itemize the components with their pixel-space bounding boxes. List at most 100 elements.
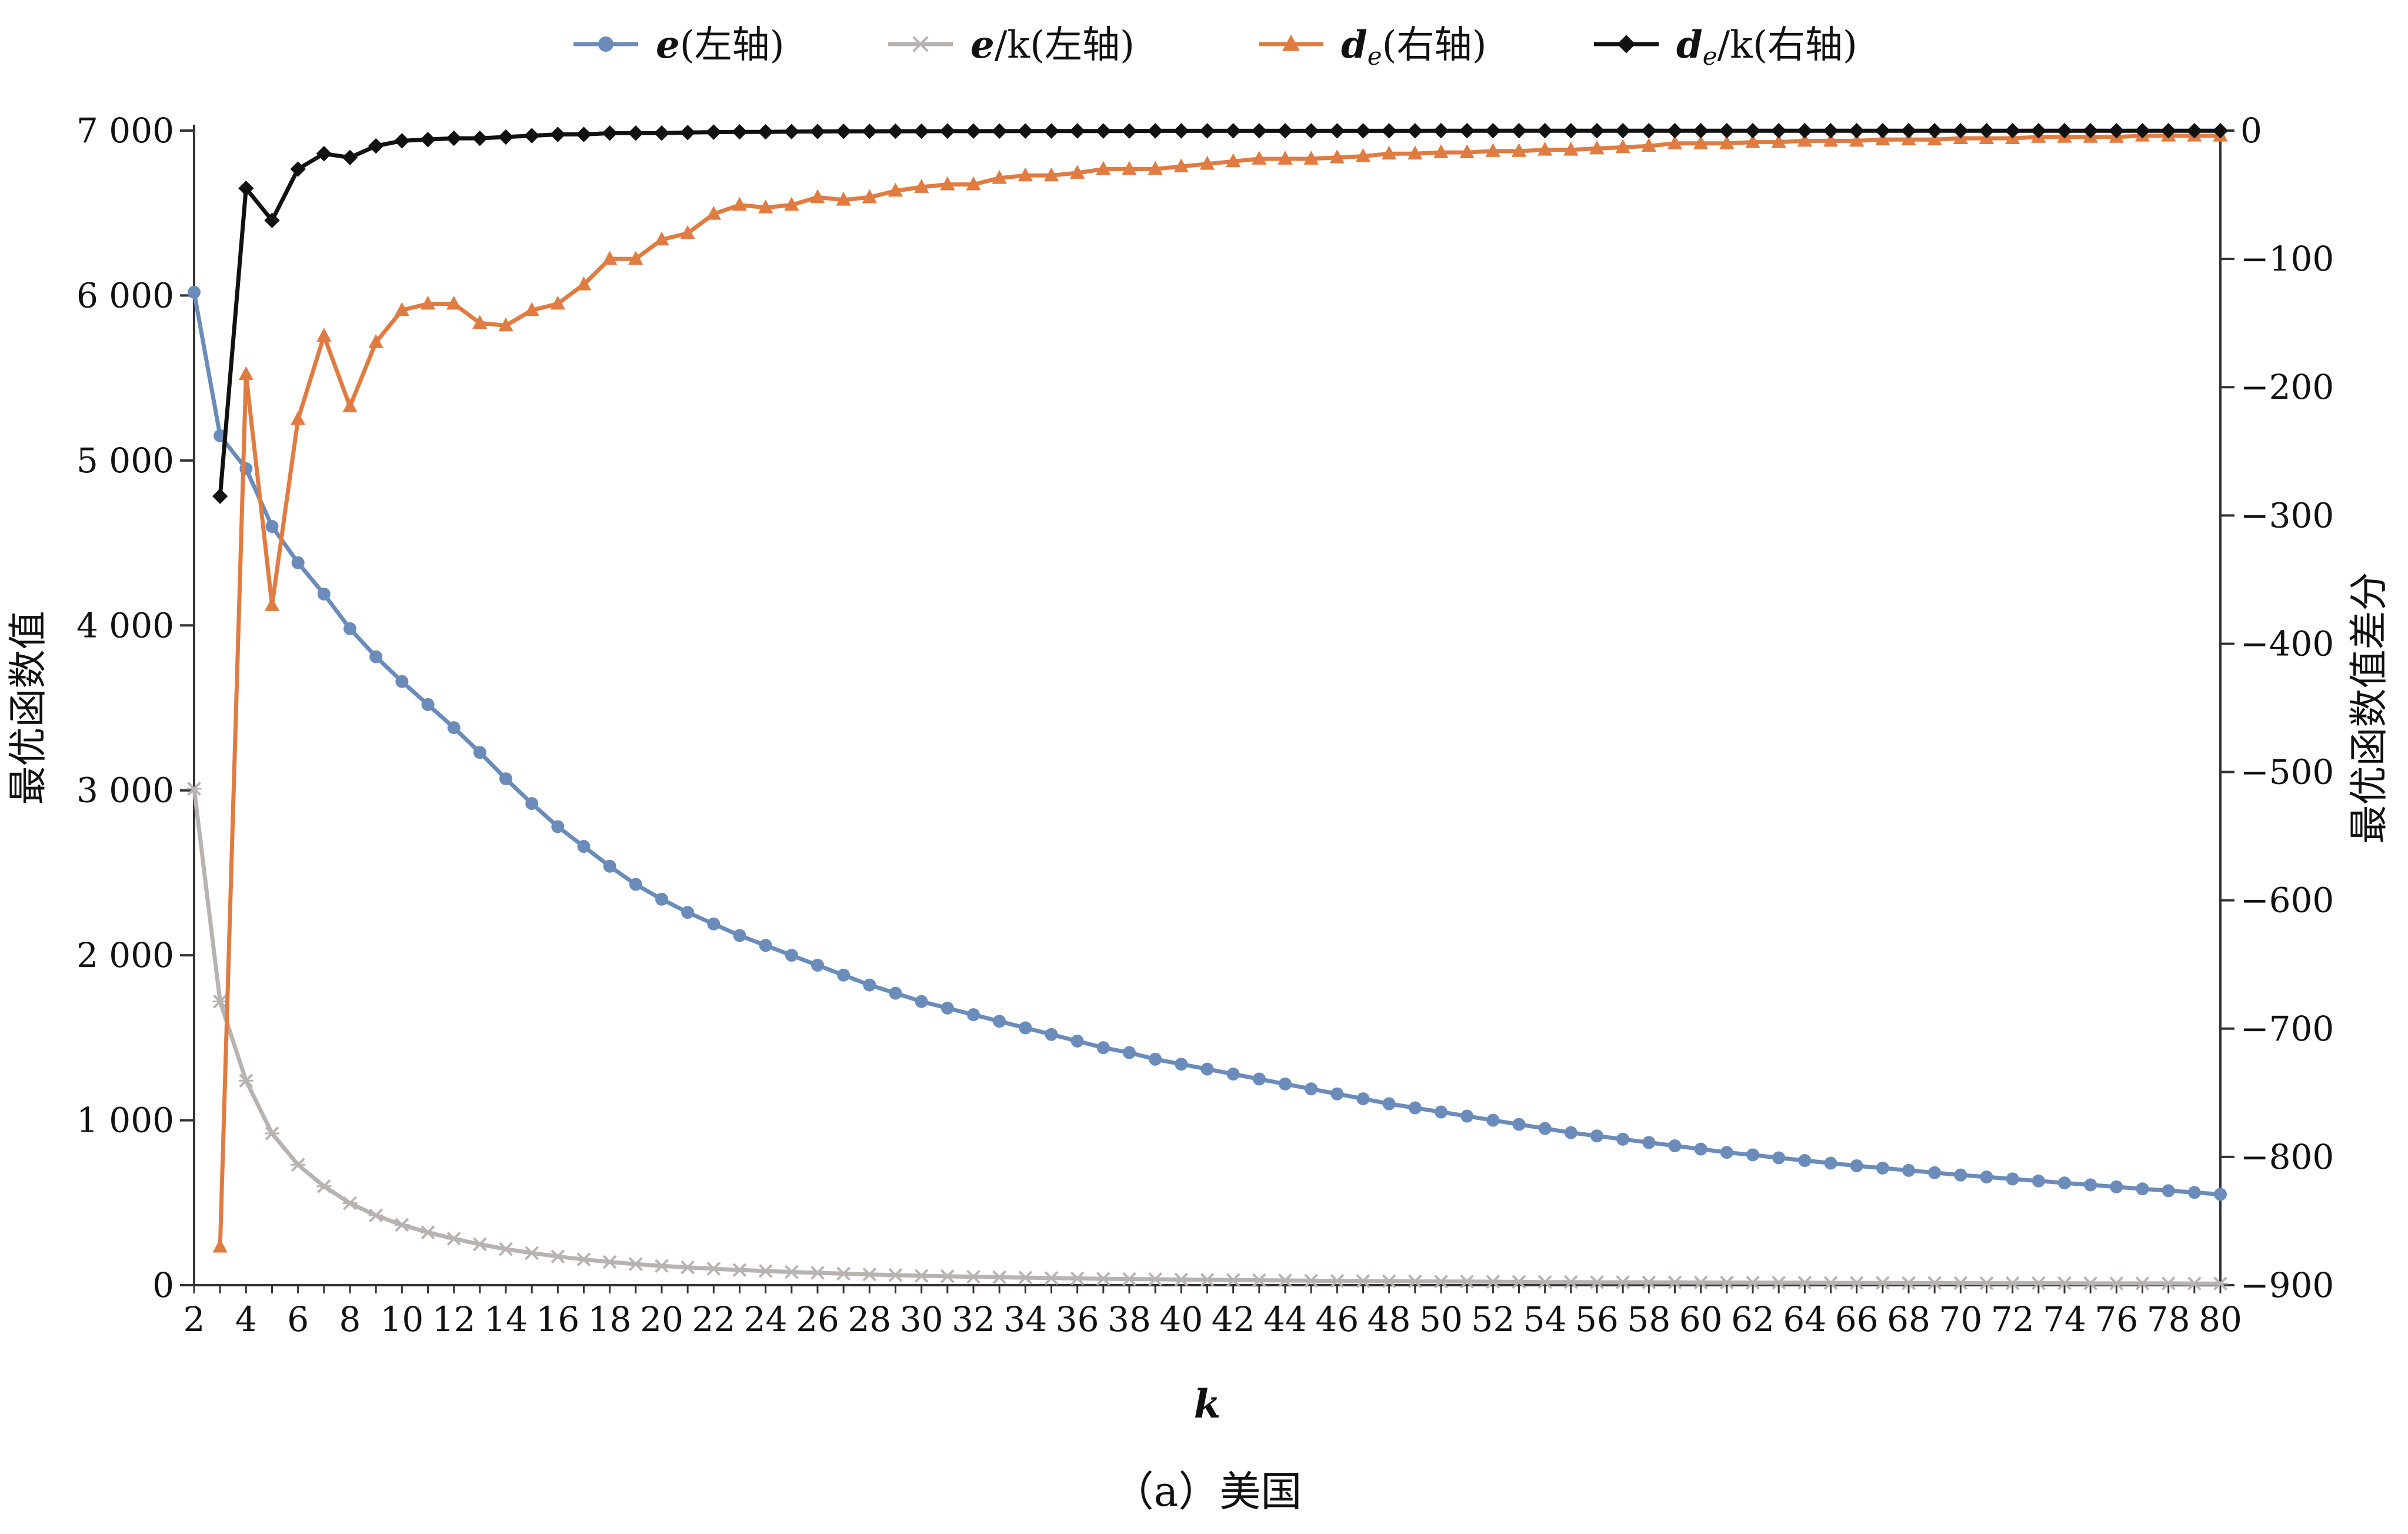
data-point xyxy=(1953,123,1969,139)
data-point xyxy=(967,1008,980,1022)
data-point xyxy=(1226,153,1241,168)
data-point xyxy=(368,1208,383,1223)
data-point xyxy=(2057,1276,2072,1290)
series-line xyxy=(218,128,2220,496)
data-point xyxy=(680,225,695,239)
data-point xyxy=(1485,143,1500,157)
data-point xyxy=(1979,123,1995,139)
series-3 xyxy=(212,123,2229,504)
data-point xyxy=(940,1001,954,1015)
data-point xyxy=(1121,123,1138,139)
data-point xyxy=(1096,161,1111,175)
data-point xyxy=(446,130,462,146)
data-point xyxy=(1433,1274,1449,1289)
data-point xyxy=(913,123,929,139)
data-point xyxy=(368,334,383,348)
x-tick-label: 66 xyxy=(1835,1299,1879,1339)
data-point xyxy=(1797,132,1812,147)
x-tick-label: 40 xyxy=(1159,1299,1203,1339)
data-point xyxy=(1459,144,1475,158)
data-point xyxy=(550,1249,565,1264)
x-tick-label: 18 xyxy=(588,1299,632,1339)
data-point xyxy=(939,123,956,139)
data-point xyxy=(1070,1034,1084,1048)
x-tick-label: 70 xyxy=(1939,1299,1982,1339)
data-point xyxy=(993,1015,1006,1028)
data-point xyxy=(264,1126,280,1141)
x-tick-label: 4 xyxy=(235,1299,257,1339)
data-point xyxy=(524,1246,539,1260)
data-point xyxy=(499,772,512,786)
data-point xyxy=(1045,1028,1058,1041)
data-point xyxy=(1408,1101,1422,1115)
data-point xyxy=(888,182,903,197)
y-right-tick-label: −700 xyxy=(2240,1009,2334,1049)
data-point xyxy=(1148,1272,1163,1286)
data-point xyxy=(863,978,876,992)
x-tick-label: 44 xyxy=(1263,1299,1307,1339)
data-point xyxy=(1849,132,1865,147)
data-point xyxy=(2032,1174,2045,1188)
data-point xyxy=(1486,1113,1500,1127)
data-point xyxy=(914,1269,929,1283)
data-point xyxy=(991,123,1008,139)
data-point xyxy=(524,302,539,316)
y-left-tick-label: 7 000 xyxy=(76,111,174,151)
data-point xyxy=(1667,135,1683,149)
x-tick-label: 20 xyxy=(640,1299,683,1339)
data-point xyxy=(2186,123,2203,139)
y-right-tick-label: −100 xyxy=(2240,239,2334,279)
data-point xyxy=(368,138,384,154)
data-point xyxy=(888,123,903,139)
data-point xyxy=(212,1238,228,1253)
x-tick-label: 60 xyxy=(1679,1299,1723,1339)
data-point xyxy=(1667,123,1683,139)
data-point xyxy=(835,124,852,139)
x-tick-label: 32 xyxy=(952,1299,995,1339)
data-point xyxy=(992,169,1007,184)
data-point xyxy=(342,1196,358,1210)
data-point xyxy=(1641,138,1656,152)
y-right-tick-label: 0 xyxy=(2240,111,2262,151)
data-point xyxy=(550,295,565,310)
data-point xyxy=(1979,1276,1995,1290)
data-point xyxy=(1303,1273,1319,1288)
data-point xyxy=(1745,134,1760,148)
y-right-tick-label: −300 xyxy=(2240,495,2334,535)
data-point xyxy=(1433,144,1449,158)
data-point xyxy=(2005,1276,2020,1290)
data-point xyxy=(655,892,668,906)
data-point xyxy=(602,125,618,141)
data-point xyxy=(498,1242,513,1256)
x-tick-label: 8 xyxy=(339,1299,361,1339)
data-point xyxy=(1355,148,1371,162)
data-point xyxy=(2213,1276,2228,1291)
data-point xyxy=(498,129,514,145)
data-point xyxy=(238,366,254,381)
data-point xyxy=(1279,1077,1292,1091)
data-point xyxy=(1355,1274,1371,1288)
legend-item-3: de/k(右轴) xyxy=(1594,23,1857,71)
series-line xyxy=(192,292,2221,1196)
data-point xyxy=(1772,1151,1786,1165)
data-point xyxy=(1018,123,1033,139)
data-point xyxy=(1537,141,1553,156)
data-point xyxy=(186,782,202,796)
x-tick-label: 48 xyxy=(1368,1299,1411,1339)
data-point xyxy=(1615,1275,1630,1289)
data-point xyxy=(472,315,488,329)
data-point xyxy=(1875,1276,1890,1290)
data-point xyxy=(1043,167,1059,182)
data-point xyxy=(1589,1275,1605,1289)
data-point xyxy=(1070,165,1085,179)
data-point xyxy=(2006,1172,2019,1186)
data-point xyxy=(1329,123,1345,139)
data-point xyxy=(2083,1276,2098,1290)
data-point xyxy=(809,124,826,139)
data-point xyxy=(1278,151,1293,165)
data-point xyxy=(2056,123,2073,139)
data-point xyxy=(1408,1274,1423,1289)
data-point xyxy=(1199,155,1215,170)
data-point xyxy=(811,958,824,972)
